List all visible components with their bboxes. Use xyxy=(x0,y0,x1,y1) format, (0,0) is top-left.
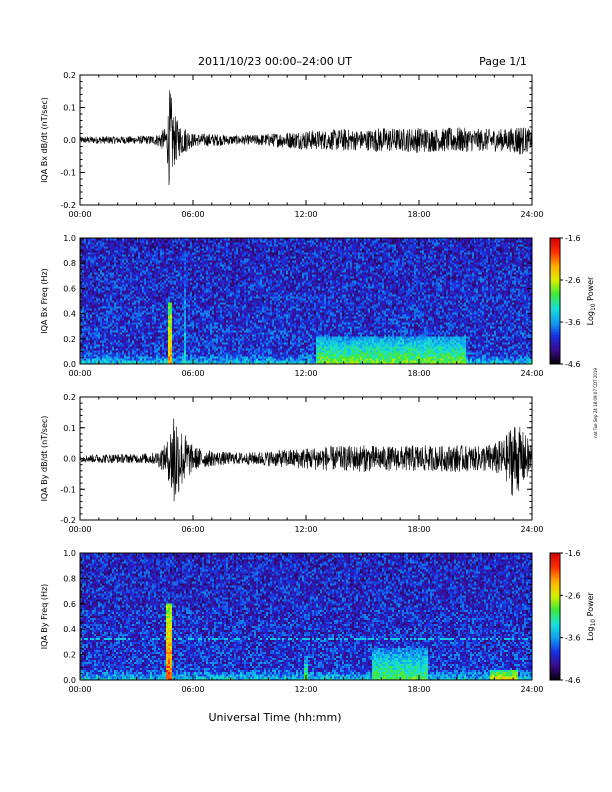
figure-title: 2011/10/23 00:00–24:00 UT xyxy=(198,55,352,68)
series-line xyxy=(80,418,532,501)
x-axis-label: Universal Time (hh:mm) xyxy=(209,711,342,724)
page-label: Page 1/1 xyxy=(479,55,527,68)
x-tick-label: 12:00 xyxy=(294,210,317,219)
y-tick-label: -0.2 xyxy=(60,516,76,525)
x-tick-label: 24:00 xyxy=(520,210,543,219)
y-tick-label: 0.2 xyxy=(63,71,76,80)
x-tick-label: 18:00 xyxy=(407,369,430,378)
y-tick-label: 0.0 xyxy=(63,455,76,464)
x-tick-label: 18:00 xyxy=(407,210,430,219)
colorbar-tick-label: -4.6 xyxy=(565,360,581,369)
colorbar-tick-label: -1.6 xyxy=(565,549,581,558)
figure: 2011/10/23 00:00–24:00 UT Page 1/1 00:00… xyxy=(0,0,612,792)
y-tick-label: 0.0 xyxy=(63,360,76,369)
x-tick-label: 18:00 xyxy=(407,685,430,694)
x-tick-label: 12:00 xyxy=(294,525,317,534)
y-axis-label: IQA By Freq (Hz) xyxy=(40,584,49,650)
colorbar: -1.6 -2.6 -3.6 -4.6 Log10 Power xyxy=(550,549,597,685)
y-tick-label: 0.4 xyxy=(63,625,76,634)
x-tick-label: 24:00 xyxy=(520,525,543,534)
y-tick-label: 0.0 xyxy=(63,136,76,145)
colorbar-label: Log10 Power xyxy=(586,276,597,325)
x-tick-label: 06:00 xyxy=(181,685,204,694)
panel-1: 00:00 06:00 12:00 18:00 24:00 -0.2 -0.1 0.0 0.1 0… xyxy=(40,71,544,219)
y-tick-label: -0.1 xyxy=(60,169,76,178)
colorbar-tick-label: -3.6 xyxy=(565,318,581,327)
panel-2: -1.6 -2.6 -3.6 -4.6 Log10 Power 00:00 06:00 12:… xyxy=(40,234,597,378)
x-tick-label: 18:00 xyxy=(407,525,430,534)
y-tick-label: 1.0 xyxy=(63,234,76,243)
x-tick-label: 00:00 xyxy=(68,525,91,534)
panel-4: -1.6 -2.6 -3.6 -4.6 Log10 Power 00:00 06:00 12:… xyxy=(40,549,597,694)
colorbar-tick-label: -4.6 xyxy=(565,676,581,685)
x-tick-label: 06:00 xyxy=(181,369,204,378)
x-tick-label: 00:00 xyxy=(68,369,91,378)
y-tick-label: -0.1 xyxy=(60,485,76,494)
y-tick-label: 0.8 xyxy=(63,259,76,268)
y-tick-label: 0.8 xyxy=(63,574,76,583)
x-tick-label: 06:00 xyxy=(181,525,204,534)
y-tick-label: 0.2 xyxy=(63,393,76,402)
side-note: nat Tue Sep 24 18:09:07 CDT 2019 xyxy=(593,367,598,438)
spectrogram xyxy=(80,238,532,364)
y-tick-label: 0.2 xyxy=(63,651,76,660)
x-tick-label: 12:00 xyxy=(294,369,317,378)
y-tick-label: 0.1 xyxy=(63,104,76,113)
y-tick-label: 0.6 xyxy=(63,600,76,609)
colorbar-tick-label: -1.6 xyxy=(565,234,581,243)
y-tick-label: 0.1 xyxy=(63,424,76,433)
x-tick-label: 00:00 xyxy=(68,210,91,219)
panel-3: 00:00 06:00 12:00 18:00 24:00 -0.2 -0.1 0.0 0.1 0… xyxy=(40,393,544,534)
colorbar-tick-label: -2.6 xyxy=(565,276,581,285)
x-tick-label: 24:00 xyxy=(520,685,543,694)
x-tick-label: 06:00 xyxy=(181,210,204,219)
y-axis-label: IQA Bx dB/dt (nT/sec) xyxy=(40,97,49,183)
colorbar-tick-label: -2.6 xyxy=(565,591,581,600)
y-tick-label: 0.6 xyxy=(63,284,76,293)
colorbar-tick-label: -3.6 xyxy=(565,634,581,643)
x-tick-label: 12:00 xyxy=(294,685,317,694)
y-tick-label: 0.0 xyxy=(63,676,76,685)
y-tick-label: 0.2 xyxy=(63,335,76,344)
x-tick-label: 24:00 xyxy=(520,369,543,378)
y-axis-label: IQA Bx Freq (Hz) xyxy=(40,268,49,334)
series-line xyxy=(80,90,532,185)
panels: 00:00 06:00 12:00 18:00 24:00 -0.2 -0.1 0.0 0.1 0… xyxy=(40,71,597,694)
colorbar: -1.6 -2.6 -3.6 -4.6 Log10 Power xyxy=(550,234,597,369)
y-axis-label: IQA By dB/dt (nT/sec) xyxy=(40,416,49,502)
spectrogram xyxy=(80,553,532,680)
y-tick-label: 0.4 xyxy=(63,310,76,319)
y-tick-label: 1.0 xyxy=(63,549,76,558)
y-tick-label: -0.2 xyxy=(60,201,76,210)
x-tick-label: 00:00 xyxy=(68,685,91,694)
colorbar-label: Log10 Power xyxy=(586,591,597,640)
